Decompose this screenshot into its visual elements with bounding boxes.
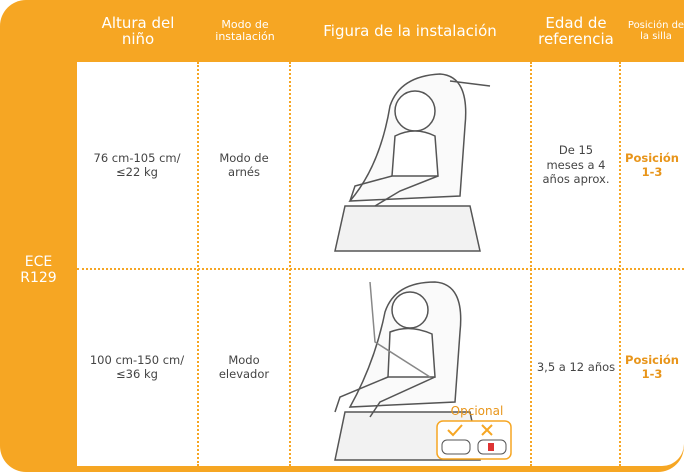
group-text: ECE R129 [20, 253, 57, 286]
header-cell: Edad de referencia [532, 0, 620, 62]
cell-text: 76 cm-105 cm/ ≤22 kg [93, 150, 181, 179]
header-cell: Posición de la silla [620, 0, 684, 62]
header-text: Modo de instalación [215, 17, 275, 43]
header-text: Altura del niño [101, 13, 175, 48]
header-text: Figura de la instalación [323, 21, 497, 40]
cell-text: Modo elevador [218, 352, 270, 381]
cell-text: 100 cm-150 cm/ ≤36 kg [89, 352, 185, 381]
divider [77, 268, 684, 270]
group-label: ECE R129 [0, 240, 77, 300]
seat-figure [334, 73, 491, 252]
cell-text: Posición 1-3 [625, 150, 679, 179]
cell: 76 cm-105 cm/ ≤22 kg [82, 62, 192, 268]
header-text: Edad de referencia [538, 13, 614, 48]
cell-text: Modo de arnés [219, 150, 269, 179]
cell: De 15 meses a 4 años aprox. [537, 62, 615, 268]
cell-text: 3,5 a 12 años [536, 359, 616, 374]
cell-text: De 15 meses a 4 años aprox. [542, 143, 610, 187]
header-text: Posición de la silla [627, 20, 684, 42]
cell-text: Posición 1-3 [625, 352, 679, 381]
cell: 3,5 a 12 años [532, 268, 620, 466]
divider [289, 62, 291, 466]
divider [530, 62, 532, 466]
optional-icons [436, 420, 512, 460]
optional-label: Opcional [450, 404, 504, 418]
divider [197, 62, 199, 466]
cell: Posición 1-3 [620, 62, 684, 268]
cell: 100 cm-150 cm/ ≤36 kg [82, 268, 192, 466]
cell: Modo elevador [205, 268, 283, 466]
header-cell: Altura del niño [88, 0, 188, 62]
header-cell: Figura de la instalación [290, 0, 530, 62]
divider [619, 62, 621, 466]
cell: Modo de arnés [205, 62, 283, 268]
cell: Posición 1-3 [620, 268, 684, 466]
header-cell: Modo de instalación [203, 0, 287, 62]
